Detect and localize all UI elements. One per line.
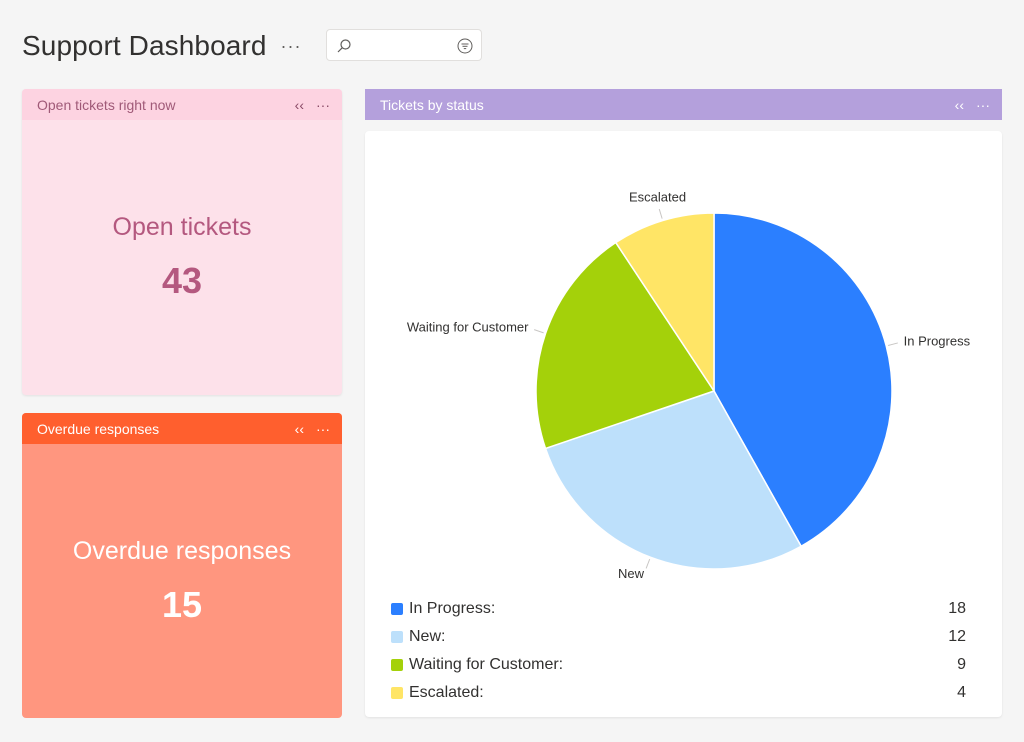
overdue-responses-tile-body: Overdue responses 15 <box>22 444 342 718</box>
legend-label: Waiting for Customer: <box>409 656 564 673</box>
legend-label: In Progress: <box>409 600 496 617</box>
pie-label: In Progress <box>904 333 971 348</box>
pie-slice-waiting-for-customer[interactable] <box>535 241 716 450</box>
pie-chart: In Progress New Waiting for Customer Escala… <box>407 190 971 582</box>
legend-label: New: <box>409 628 446 645</box>
legend-value: 4 <box>957 684 966 701</box>
collapse-icon[interactable]: ‹‹ <box>294 96 304 113</box>
open-tickets-tile: Open tickets right now ‹‹ ··· Open ticke… <box>22 89 342 395</box>
page-title: Support Dashboard <box>22 30 267 61</box>
overdue-responses-label: Overdue responses <box>72 536 292 565</box>
legend-swatch <box>391 603 403 615</box>
filter-icon[interactable] <box>457 38 473 54</box>
pie-slice-escalated[interactable] <box>614 212 715 394</box>
pie-chart-card: In Progress New Waiting for Customer Escala… <box>365 131 1002 717</box>
overdue-responses-tile: Overdue responses ‹‹ ··· Overdue respons… <box>22 413 342 718</box>
legend-item[interactable]: New: 12 <box>391 623 966 651</box>
legend-swatch <box>391 687 403 699</box>
open-tickets-tile-title: Open tickets right now <box>37 96 176 113</box>
collapse-icon[interactable]: ‹‹ <box>954 96 964 113</box>
tickets-by-status-header: Tickets by status ‹‹ ··· <box>365 89 1002 120</box>
overdue-responses-value: 15 <box>161 583 203 625</box>
pie-label: Waiting for Customer <box>407 320 529 335</box>
pie-leader-line <box>534 329 544 334</box>
pie-slice-new[interactable] <box>544 390 803 570</box>
pie-leader-line <box>888 342 898 346</box>
open-tickets-value: 43 <box>161 260 203 301</box>
legend-item[interactable]: Escalated: 4 <box>391 679 966 707</box>
more-icon[interactable]: ··· <box>280 35 302 56</box>
more-icon[interactable]: ··· <box>316 420 330 437</box>
more-icon[interactable]: ··· <box>976 96 990 113</box>
tickets-by-status-title: Tickets by status <box>380 96 484 113</box>
page-header: Support Dashboard ··· <box>22 28 302 64</box>
tickets-by-status-widget: Tickets by status ‹‹ ··· In Progress New W… <box>365 89 1002 717</box>
search-input[interactable] <box>355 36 455 56</box>
collapse-icon[interactable]: ‹‹ <box>294 420 304 437</box>
legend-swatch <box>391 659 403 671</box>
legend-value: 9 <box>957 656 966 673</box>
legend-label: Escalated: <box>409 684 484 701</box>
open-tickets-tile-header: Open tickets right now ‹‹ ··· <box>22 89 342 120</box>
more-icon[interactable]: ··· <box>316 96 330 113</box>
open-tickets-label: Open tickets <box>112 213 252 241</box>
legend-item[interactable]: In Progress: 18 <box>391 595 966 623</box>
legend-swatch <box>391 631 403 643</box>
pie-label: New <box>618 566 645 581</box>
pie-slice-in-progress[interactable] <box>713 212 893 548</box>
legend-value: 18 <box>948 600 966 617</box>
open-tickets-tile-body: Open tickets 43 <box>22 120 342 395</box>
overdue-responses-tile-header: Overdue responses ‹‹ ··· <box>22 413 342 444</box>
overdue-responses-tile-title: Overdue responses <box>37 420 160 437</box>
pie-leader-line <box>645 558 651 569</box>
legend-value: 12 <box>948 628 966 645</box>
pie-label: Escalated <box>629 190 686 205</box>
search-box[interactable] <box>326 29 482 61</box>
pie-leader-line <box>658 208 663 219</box>
chart-legend: In Progress: 18 New: 12 Waiting for Customer… <box>391 595 966 707</box>
search-icon <box>337 39 351 53</box>
legend-item[interactable]: Waiting for Customer: 9 <box>391 651 966 679</box>
